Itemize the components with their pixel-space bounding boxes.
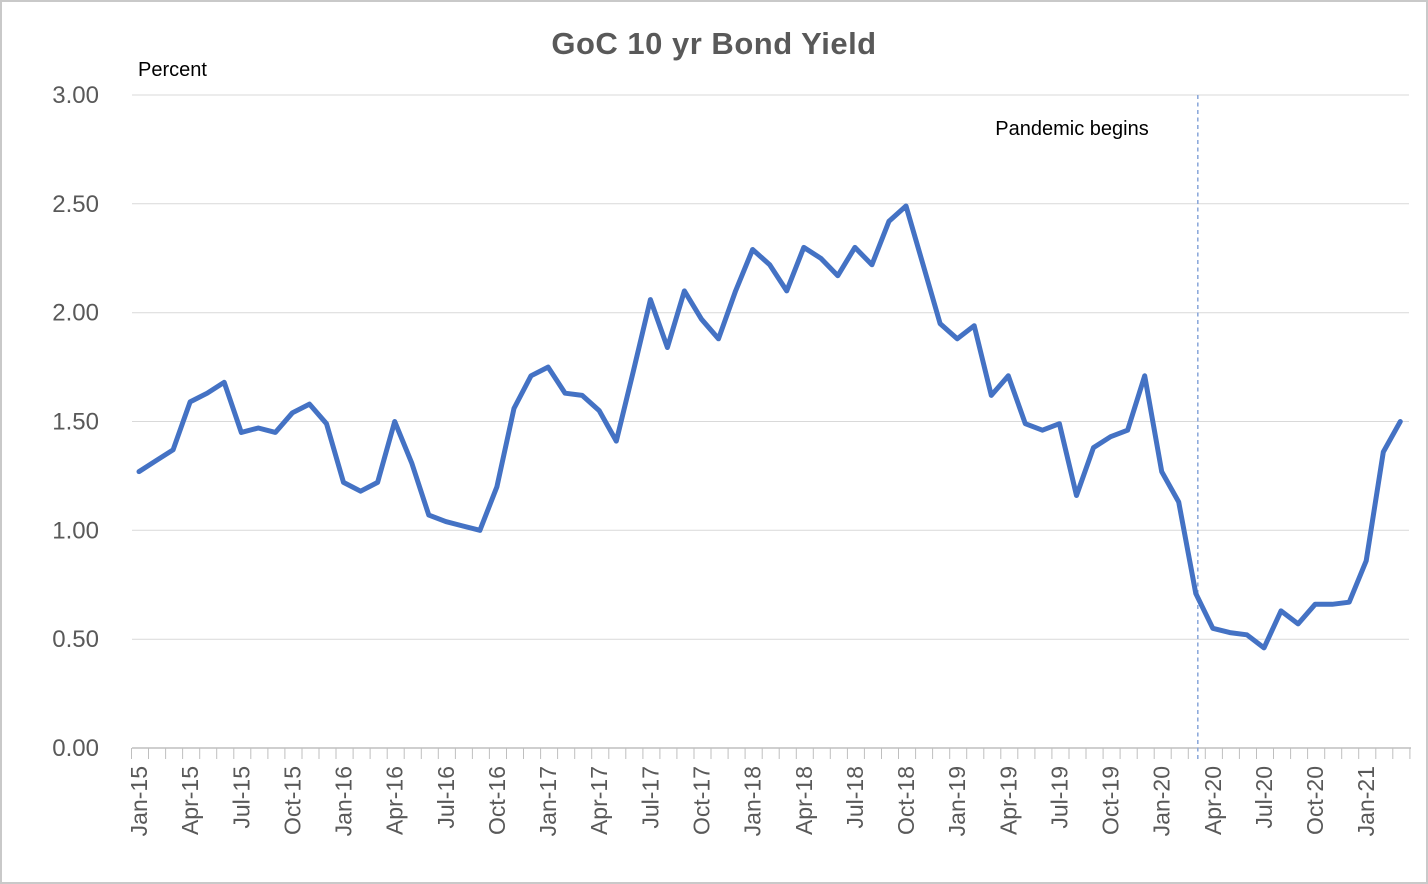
x-tick-label: Jan-18 — [740, 766, 766, 836]
x-tick-label: Oct-20 — [1302, 766, 1328, 835]
x-tick-label: Apr-20 — [1200, 766, 1226, 835]
y-axis-unit-label: Percent — [138, 59, 207, 81]
x-tick-label: Jul-17 — [637, 766, 663, 829]
y-tick-label: 2.50 — [52, 191, 99, 218]
gridlines — [132, 94, 1409, 640]
y-tick-label: 2.00 — [52, 300, 99, 327]
pandemic-annotation-label: Pandemic begins — [995, 118, 1149, 140]
x-tick-label: Jan-21 — [1353, 766, 1379, 836]
yield-line-series — [136, 203, 1403, 651]
x-tick-label: Jan-15 — [126, 766, 152, 836]
x-tick-label: Apr-19 — [995, 766, 1021, 835]
y-tick-label: 0.50 — [52, 626, 99, 653]
x-tick-label: Oct-18 — [893, 766, 919, 835]
y-axis-labels: 0.00 0.50 1.00 1.50 2.00 2.50 3.00 — [52, 82, 99, 762]
x-tick-label: Jan-16 — [331, 766, 357, 836]
x-tick-label: Apr-17 — [586, 766, 612, 835]
x-tick-label: Oct-17 — [689, 766, 715, 835]
x-tick-label: Apr-16 — [382, 766, 408, 835]
chart-title: GoC 10 yr Bond Yield — [551, 26, 877, 61]
x-tick-label: Oct-19 — [1098, 766, 1124, 835]
x-tick-label: Apr-15 — [177, 766, 203, 835]
x-tick-label: Oct-15 — [279, 766, 305, 835]
y-tick-label: 1.00 — [52, 517, 99, 544]
y-tick-label: 0.00 — [52, 735, 99, 762]
x-tick-label: Jan-17 — [535, 766, 561, 836]
x-tick-label: Jul-16 — [433, 766, 459, 829]
x-axis-labels: Jan-15 Apr-15 Jul-15 Oct-15 Jan-16 Apr-16 Jul-… — [126, 766, 1379, 836]
x-tick-label: Jan-20 — [1149, 766, 1175, 836]
x-tick-label: Jul-20 — [1251, 766, 1277, 829]
x-axis — [131, 747, 1411, 759]
x-tick-label: Jul-18 — [842, 766, 868, 829]
y-tick-label: 3.00 — [52, 82, 99, 109]
x-tick-label: Oct-16 — [484, 766, 510, 835]
x-tick-label: Jul-15 — [228, 766, 254, 829]
y-tick-label: 1.50 — [52, 409, 99, 436]
x-tick-label: Jan-19 — [944, 766, 970, 836]
x-tick-label: Apr-18 — [791, 766, 817, 835]
x-tick-label: Jul-19 — [1046, 766, 1072, 829]
